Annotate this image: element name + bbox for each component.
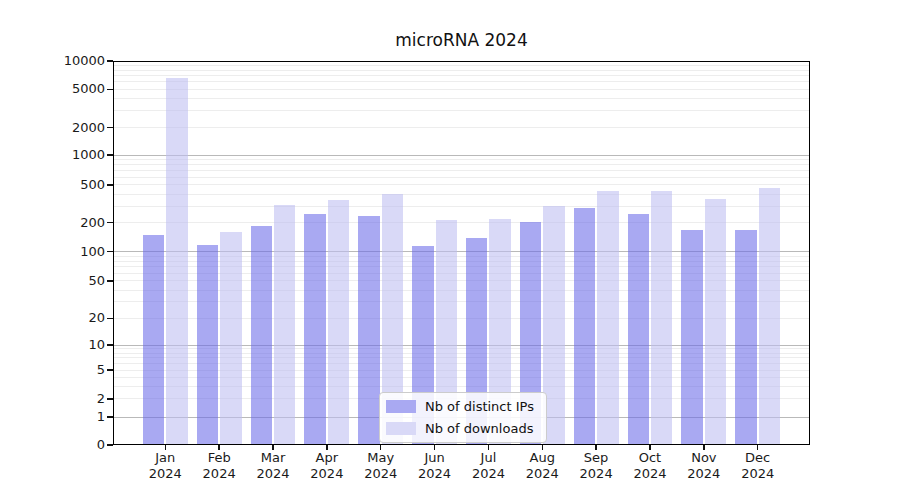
legend-item-downloads: Nb of downloads — [386, 421, 534, 436]
plot-area — [113, 61, 810, 445]
y-gridline-minor — [113, 164, 810, 165]
chart-figure: microRNA 2024 0 1 2 5 10 20 50 100 200 500 1000 200… — [0, 0, 900, 500]
y-tick-label: 200 — [0, 215, 105, 231]
legend-swatch — [386, 400, 416, 413]
y-tick-label: 100 — [0, 244, 105, 260]
y-tick-mark — [107, 280, 113, 281]
bar-sep-downloads — [597, 191, 618, 445]
x-tick-year: 2024 — [726, 466, 790, 482]
y-tick-label: 1000 — [0, 147, 105, 163]
legend-label: Nb of downloads — [425, 421, 533, 436]
y-tick-label: 5000 — [0, 81, 105, 97]
y-tick-label: 5 — [0, 362, 105, 378]
y-tick-label: 50 — [0, 273, 105, 289]
y-gridline-minor — [113, 89, 810, 90]
bar-nov-downloads — [705, 199, 726, 445]
y-gridline-minor — [113, 70, 810, 71]
chart-title: microRNA 2024 — [113, 30, 810, 50]
y-gridline-minor — [113, 159, 810, 160]
y-tick-mark — [107, 369, 113, 370]
bar-apr-downloads — [328, 200, 349, 445]
y-gridline-minor — [113, 98, 810, 99]
y-tick-mark — [107, 251, 113, 252]
bar-nov-distinct-ips — [681, 230, 702, 445]
bar-mar-downloads — [274, 205, 295, 445]
legend-item-distinct-ips: Nb of distinct IPs — [386, 399, 534, 414]
bar-feb-downloads — [220, 232, 241, 445]
bar-mar-distinct-ips — [251, 226, 272, 445]
y-tick-mark — [107, 89, 113, 90]
bar-dec-downloads — [759, 188, 780, 445]
y-tick-label: 10000 — [0, 53, 105, 69]
y-gridline-minor — [113, 65, 810, 66]
y-tick-mark — [107, 398, 113, 399]
y-tick-label: 10 — [0, 337, 105, 353]
y-gridline-minor — [113, 177, 810, 178]
x-tick-label-dec: Dec2024 — [726, 450, 790, 482]
y-tick-label: 2000 — [0, 120, 105, 136]
y-gridline-minor — [113, 75, 810, 76]
y-tick-label: 2 — [0, 391, 105, 407]
y-tick-label: 500 — [0, 177, 105, 193]
x-tick-month: Dec — [726, 450, 790, 466]
y-gridline-minor — [113, 81, 810, 82]
bar-apr-distinct-ips — [304, 214, 325, 445]
bar-may-distinct-ips — [358, 216, 379, 445]
legend-label: Nb of distinct IPs — [425, 399, 534, 414]
y-tick-label: 0 — [0, 437, 105, 453]
y-tick-mark — [107, 154, 113, 155]
bar-sep-distinct-ips — [574, 208, 595, 445]
y-tick-mark — [107, 60, 113, 61]
y-tick-mark — [107, 184, 113, 185]
y-gridline-minor — [113, 127, 810, 128]
y-tick-mark — [107, 416, 113, 417]
legend-swatch — [386, 422, 416, 435]
y-tick-label: 20 — [0, 310, 105, 326]
y-tick-mark — [107, 318, 113, 319]
y-gridline-minor — [113, 194, 810, 195]
bar-feb-distinct-ips — [197, 245, 218, 445]
legend: Nb of distinct IPs Nb of downloads — [379, 392, 547, 443]
y-tick-mark — [107, 444, 113, 445]
bar-oct-distinct-ips — [628, 214, 649, 445]
y-gridline-minor — [113, 184, 810, 185]
y-gridline-major — [113, 155, 810, 156]
y-tick-mark — [107, 222, 113, 223]
bar-dec-distinct-ips — [735, 230, 756, 445]
y-tick-mark — [107, 344, 113, 345]
y-tick-mark — [107, 127, 113, 128]
bar-jan-distinct-ips — [143, 235, 164, 445]
y-gridline-minor — [113, 110, 810, 111]
y-tick-label: 1 — [0, 409, 105, 425]
bar-oct-downloads — [651, 191, 672, 445]
bar-jan-downloads — [166, 78, 187, 445]
y-gridline-minor — [113, 170, 810, 171]
